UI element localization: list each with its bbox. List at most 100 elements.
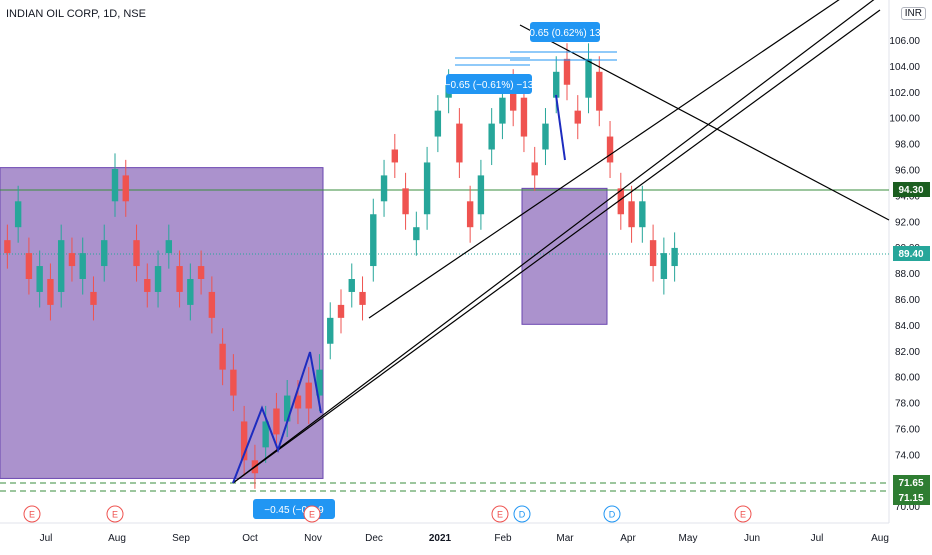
candle [499,97,506,124]
price-tag-box-3 [893,475,930,490]
candle [273,408,280,435]
candle [617,188,625,215]
candle [219,343,226,370]
price-tag-4: 71.15 [898,493,923,504]
candle [359,291,366,305]
y-tick-label: 106.00 [889,36,920,47]
y-tick-label: 70.00 [895,502,920,513]
event-marker-1 [23,505,41,523]
candle [305,382,312,409]
event-marker-4 [491,505,509,523]
x-tick-label: Jul [811,533,824,544]
candle [79,253,86,279]
x-tick-label: Aug [108,533,126,544]
candle [337,304,345,318]
candle [649,240,657,267]
y-tick-label: 100.00 [889,114,920,125]
trend-line-2 [232,9,881,484]
price-tag-3: 71.65 [898,478,923,489]
x-tick-label: Jul [40,533,53,544]
candle [370,214,377,267]
candle [628,201,635,228]
x-tick-label: Aug [871,533,889,544]
pattern-zigzag [232,351,322,484]
candle [187,279,194,305]
candle [574,110,581,124]
x-tick-label: 2021 [429,533,452,544]
x-tick-label: Feb [494,533,512,544]
y-tick-label: 80.00 [895,373,920,384]
event-marker-label-4: E [497,510,503,520]
candle [563,58,571,85]
candle [671,247,678,267]
y-tick-label: 88.00 [895,269,920,280]
candle [14,201,22,228]
candle [283,395,291,422]
event-marker-3 [303,505,321,523]
candle [101,240,108,267]
candle [197,266,205,279]
y-tick-label: 82.00 [895,347,920,358]
measure-label-3: −0.45 (−0.6 9 [264,505,324,516]
candle [606,136,614,163]
candle [133,240,140,267]
y-tick-label: 92.00 [895,217,920,228]
candle [262,421,269,448]
candle [466,201,474,228]
candle [90,291,97,305]
candle [47,279,54,305]
candle [165,240,173,254]
candle [531,162,538,176]
measure-label-1: 0.65 (0.62%) 13 [529,28,601,39]
zone-2 [521,187,608,325]
candle [380,175,388,202]
candle [57,240,65,292]
y-tick-label: 98.00 [895,140,920,151]
candle [4,240,11,254]
trend-line-3 [368,0,840,319]
event-marker-label-2: E [112,510,118,520]
candle [208,291,216,318]
candle [542,123,549,150]
candle [596,71,603,111]
y-tick-label: 102.00 [889,88,920,99]
candle [509,84,517,111]
candle [639,201,646,228]
candle [348,279,355,292]
x-tick-label: Apr [620,533,636,544]
candle [240,421,248,461]
candle [230,369,237,396]
y-tick-label: 74.00 [895,450,920,461]
y-tick-label: 84.00 [895,321,920,332]
event-marker-label-5: D [519,510,526,520]
x-tick-label: Jun [744,533,760,544]
candle [423,162,431,215]
y-tick-label: 76.00 [895,425,920,436]
event-marker-label-3: E [309,510,315,520]
x-tick-label: Sep [172,533,190,544]
candle [36,266,43,292]
event-marker-6 [603,505,621,523]
x-tick-label: May [679,533,698,544]
candle [316,369,323,396]
x-tick-label: Oct [242,533,258,544]
y-tick-label: 104.00 [889,62,920,73]
event-marker-label-7: E [740,510,746,520]
price-tag-box-1 [893,182,930,197]
candle [144,279,151,292]
candle [434,110,442,137]
candle [294,395,302,409]
event-marker-5 [513,505,531,523]
candle [327,317,334,344]
price-tag-2: 89.40 [898,249,923,260]
candle [154,266,162,292]
candle [68,253,76,267]
candle [456,123,463,163]
event-marker-label-6: D [609,510,616,520]
candle [553,71,560,98]
currency-badge[interactable]: INR [900,7,926,20]
candle [520,97,528,137]
chart-title: INDIAN OIL CORP, 1D, NSE [6,8,146,20]
